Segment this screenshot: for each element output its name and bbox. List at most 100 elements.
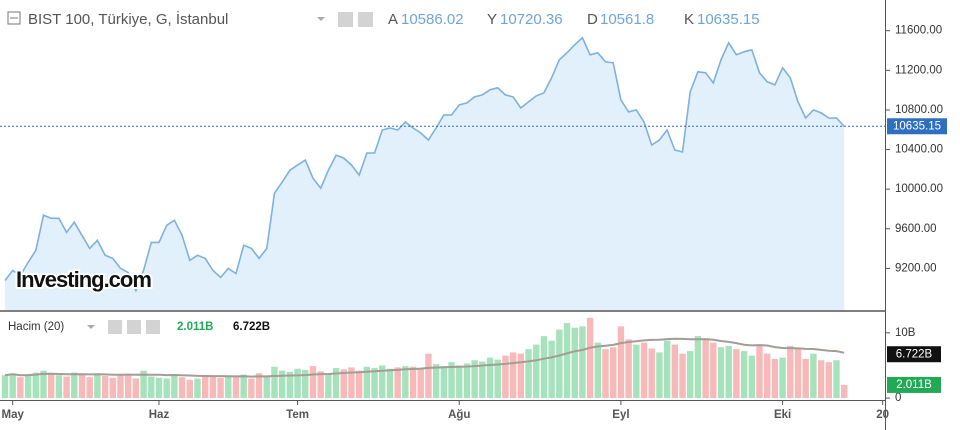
volume-bar: [40, 370, 47, 399]
x-tick-label: Tem: [286, 409, 309, 421]
watermark: Investing.com: [16, 267, 151, 292]
volume-bar: [78, 374, 86, 399]
chart-title: BIST 100, Türkiye, G, İstanbul: [28, 10, 228, 28]
volume-bar: [756, 344, 763, 399]
volume-bar: [840, 384, 848, 399]
last-price-badge: [887, 118, 947, 135]
volume-bar: [63, 376, 70, 399]
volume-bar: [448, 362, 455, 399]
volume-bar: [402, 366, 409, 399]
ohlc-value: 10586.02: [401, 11, 464, 28]
volume-bar: [86, 377, 93, 399]
volume-bar: [740, 351, 748, 399]
volume-bar: [148, 376, 155, 399]
volume-bar: [802, 358, 809, 399]
volume-bar: [571, 327, 578, 399]
volume-bar: [417, 368, 424, 399]
dropdown-arrow[interactable]: [87, 325, 95, 329]
volume-bar: [825, 362, 832, 399]
volume-bar: [663, 340, 671, 399]
y-tick-label: 10400.00: [895, 144, 943, 156]
ohlc-key: Y: [487, 11, 497, 28]
volume-bar: [440, 366, 448, 399]
volume-bar: [625, 339, 632, 399]
volume-bar: [810, 353, 817, 399]
y-tick-label: 0: [895, 392, 901, 404]
volume-bar: [101, 375, 109, 399]
volume-bar: [640, 342, 648, 399]
ohlc-key: K: [684, 11, 694, 28]
volume-bar: [563, 323, 571, 399]
volume-bar: [694, 336, 702, 399]
ohlc-value: 10720.36: [500, 11, 563, 28]
volume-bar: [94, 373, 101, 399]
ma-line: [4, 337, 845, 378]
volume-bar: [263, 376, 270, 399]
price-line: [4, 36, 845, 293]
volume-bar: [579, 326, 586, 399]
volume-bar: [525, 349, 532, 399]
volume-bar: [348, 367, 355, 399]
volume-bar: [278, 370, 286, 399]
panes: [1, 36, 848, 399]
volume-bar: [748, 355, 756, 399]
visibility-icon[interactable]: [108, 320, 122, 334]
volume-bar: [764, 353, 771, 399]
axis-badge: [887, 346, 941, 363]
collapse-button[interactable]: [7, 11, 21, 25]
volume-bar: [217, 377, 224, 399]
volume-bar: [124, 373, 132, 399]
volume-bar: [425, 353, 432, 399]
volume-bar: [717, 347, 725, 399]
volume-bar: [302, 370, 309, 399]
volume-bar: [248, 378, 255, 399]
volume-bar: [194, 378, 201, 399]
volume-bar: [548, 340, 555, 399]
volume-bar: [409, 366, 417, 399]
volume-bar: [586, 317, 594, 399]
volume-bar: [386, 368, 394, 399]
volume-bar: [379, 365, 386, 399]
visibility-icon[interactable]: [338, 12, 353, 27]
volume-bar: [24, 374, 32, 399]
y-tick-label: 11600.00: [895, 25, 942, 37]
volume-bar: [332, 368, 340, 399]
y-tick-label: 11200.00: [895, 64, 942, 76]
volume-bar: [209, 376, 217, 399]
y-tick-label: 9600.00: [895, 223, 937, 235]
volume-bar: [633, 344, 640, 399]
volume-bar: [725, 345, 732, 399]
volume-bar: [594, 342, 602, 399]
volume-bar: [394, 367, 401, 399]
volume-bar: [47, 373, 55, 399]
volume-bar: [132, 378, 140, 399]
volume-bar: [602, 349, 609, 399]
volume-bar: [540, 336, 548, 399]
volume-bar: [201, 375, 209, 399]
volume-bar: [710, 342, 717, 399]
x-tick-label: May: [2, 409, 25, 421]
volume-bar: [178, 377, 186, 399]
volume-bar: [679, 353, 686, 399]
y-tick-label: 10B: [895, 327, 916, 339]
x-tick-label: Ağu: [448, 409, 470, 421]
volume-bar: [155, 377, 163, 399]
ohlc-key: D: [587, 11, 598, 28]
volume-bar: [771, 358, 779, 399]
axis-badge-label: 2.011B: [896, 379, 932, 391]
legend-value: 2.011B: [177, 321, 213, 333]
volume-bar: [702, 339, 709, 399]
volume-bar: [517, 353, 525, 399]
volume-bar: [648, 348, 655, 399]
settings-icon[interactable]: [358, 12, 373, 27]
volume-bar: [109, 377, 116, 399]
volume-bar: [171, 375, 178, 399]
volume-bar: [787, 345, 794, 399]
settings-icon[interactable]: [127, 320, 141, 334]
volume-bar: [271, 366, 278, 399]
volume-bar: [494, 359, 501, 399]
remove-icon[interactable]: [146, 320, 160, 334]
axis-badge-label: 6.722B: [896, 348, 933, 360]
volume-bar: [456, 365, 463, 399]
dropdown-arrow[interactable]: [317, 17, 325, 21]
